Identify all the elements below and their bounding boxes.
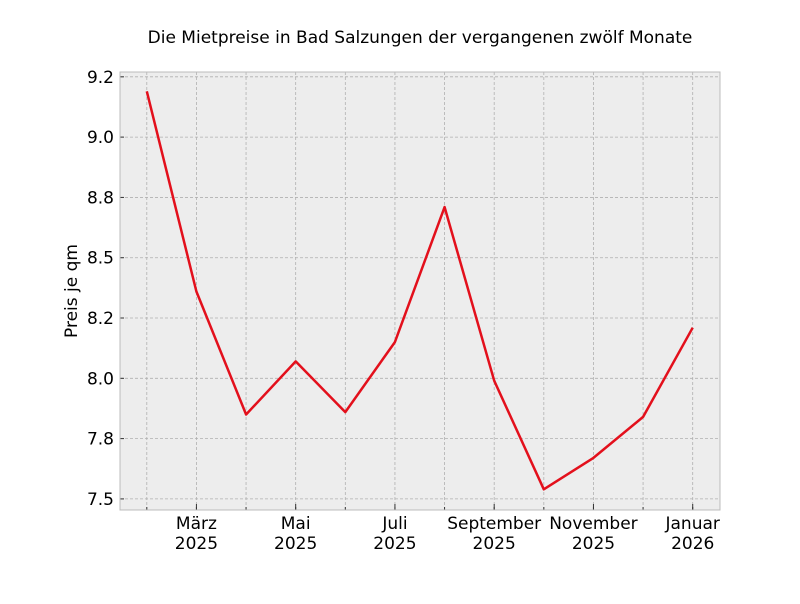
series-line <box>145 90 694 491</box>
chart-title: Die Mietpreise in Bad Salzungen der verg… <box>148 28 693 48</box>
x-tick-label: 2025 <box>373 534 416 554</box>
x-tick-label: 2026 <box>671 534 714 554</box>
y-tick-label: 8.5 <box>87 249 114 269</box>
plot-area <box>120 72 720 510</box>
grid-lines <box>120 72 720 510</box>
y-tick-label: 8.8 <box>87 188 114 208</box>
y-axis-label: Preis je qm <box>62 244 82 338</box>
y-tick-label: 7.8 <box>87 430 114 450</box>
x-tick-label: Januar <box>665 514 720 534</box>
y-tick-label: 7.5 <box>87 490 114 510</box>
x-tick-label: November <box>549 514 637 534</box>
x-tick-label: Mai <box>281 514 311 534</box>
plot-frame <box>119 71 721 511</box>
x-tick-label: Juli <box>381 514 407 534</box>
x-tick-label: 2025 <box>572 534 615 554</box>
x-tick-label: 2025 <box>175 534 218 554</box>
x-tick-label: 2025 <box>274 534 317 554</box>
x-tick-label: 2025 <box>473 534 516 554</box>
axis-ticks: 7.57.88.08.28.58.89.09.2März2025Mai2025J… <box>87 68 720 554</box>
x-tick-label: September <box>447 514 541 534</box>
y-tick-label: 8.2 <box>87 309 114 329</box>
y-tick-label: 9.0 <box>87 128 114 148</box>
y-tick-label: 9.2 <box>87 68 114 88</box>
x-tick-label: März <box>176 514 217 534</box>
y-tick-label: 8.0 <box>87 369 114 389</box>
series-layer <box>145 90 694 491</box>
